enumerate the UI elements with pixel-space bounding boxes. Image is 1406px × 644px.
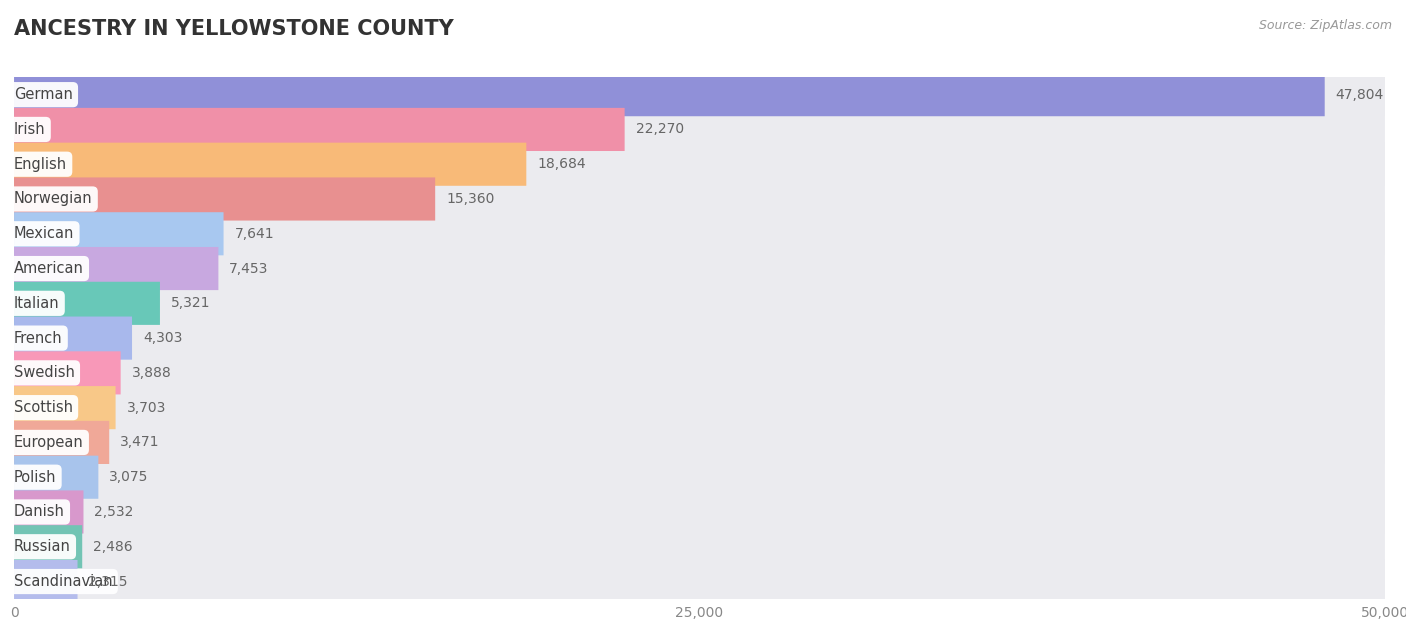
- Text: Mexican: Mexican: [14, 226, 75, 242]
- Text: 7,641: 7,641: [235, 227, 274, 241]
- Text: Scottish: Scottish: [14, 400, 73, 415]
- FancyBboxPatch shape: [14, 251, 1385, 286]
- Text: Irish: Irish: [14, 122, 46, 137]
- Text: German: German: [14, 87, 73, 102]
- FancyBboxPatch shape: [14, 247, 218, 290]
- FancyBboxPatch shape: [14, 495, 1385, 529]
- FancyBboxPatch shape: [14, 282, 160, 325]
- FancyBboxPatch shape: [14, 390, 1385, 425]
- FancyBboxPatch shape: [14, 491, 83, 533]
- Text: Danish: Danish: [14, 504, 65, 520]
- FancyBboxPatch shape: [14, 456, 1385, 498]
- FancyBboxPatch shape: [14, 77, 1385, 112]
- Text: Source: ZipAtlas.com: Source: ZipAtlas.com: [1258, 19, 1392, 32]
- Text: 3,471: 3,471: [120, 435, 160, 450]
- Text: American: American: [14, 261, 84, 276]
- Text: 7,453: 7,453: [229, 261, 269, 276]
- FancyBboxPatch shape: [14, 560, 1385, 603]
- FancyBboxPatch shape: [14, 321, 1385, 355]
- FancyBboxPatch shape: [14, 352, 1385, 394]
- Text: Russian: Russian: [14, 539, 70, 554]
- Text: 2,315: 2,315: [89, 574, 128, 589]
- Text: Norwegian: Norwegian: [14, 191, 93, 207]
- Text: 22,270: 22,270: [636, 122, 683, 137]
- FancyBboxPatch shape: [14, 143, 526, 185]
- FancyBboxPatch shape: [14, 425, 1385, 460]
- FancyBboxPatch shape: [14, 108, 624, 151]
- FancyBboxPatch shape: [14, 73, 1385, 116]
- FancyBboxPatch shape: [14, 526, 1385, 568]
- FancyBboxPatch shape: [14, 213, 1385, 255]
- FancyBboxPatch shape: [14, 421, 110, 464]
- FancyBboxPatch shape: [14, 178, 1385, 220]
- Text: 15,360: 15,360: [446, 192, 495, 206]
- FancyBboxPatch shape: [14, 491, 1385, 533]
- Text: 2,486: 2,486: [93, 540, 132, 554]
- Text: 47,804: 47,804: [1336, 88, 1384, 102]
- FancyBboxPatch shape: [14, 529, 1385, 564]
- Text: Italian: Italian: [14, 296, 59, 311]
- Text: 2,532: 2,532: [94, 505, 134, 519]
- Text: 3,075: 3,075: [110, 470, 149, 484]
- Text: European: European: [14, 435, 84, 450]
- FancyBboxPatch shape: [14, 147, 1385, 182]
- Text: Scandinavian: Scandinavian: [14, 574, 112, 589]
- FancyBboxPatch shape: [14, 564, 1385, 599]
- FancyBboxPatch shape: [14, 386, 115, 429]
- Text: French: French: [14, 330, 63, 346]
- FancyBboxPatch shape: [14, 355, 1385, 390]
- FancyBboxPatch shape: [14, 386, 1385, 429]
- FancyBboxPatch shape: [14, 560, 77, 603]
- FancyBboxPatch shape: [14, 213, 224, 255]
- Text: 18,684: 18,684: [537, 157, 586, 171]
- Text: Polish: Polish: [14, 469, 56, 485]
- Text: 3,888: 3,888: [132, 366, 172, 380]
- FancyBboxPatch shape: [14, 143, 1385, 185]
- FancyBboxPatch shape: [14, 73, 1324, 116]
- Text: 4,303: 4,303: [143, 331, 183, 345]
- Text: Swedish: Swedish: [14, 365, 75, 381]
- FancyBboxPatch shape: [14, 352, 121, 394]
- FancyBboxPatch shape: [14, 317, 132, 359]
- FancyBboxPatch shape: [14, 112, 1385, 147]
- FancyBboxPatch shape: [14, 526, 82, 568]
- Text: 3,703: 3,703: [127, 401, 166, 415]
- FancyBboxPatch shape: [14, 178, 436, 220]
- Text: ANCESTRY IN YELLOWSTONE COUNTY: ANCESTRY IN YELLOWSTONE COUNTY: [14, 19, 454, 39]
- FancyBboxPatch shape: [14, 460, 1385, 495]
- FancyBboxPatch shape: [14, 282, 1385, 325]
- FancyBboxPatch shape: [14, 247, 1385, 290]
- FancyBboxPatch shape: [14, 216, 1385, 251]
- FancyBboxPatch shape: [14, 182, 1385, 216]
- FancyBboxPatch shape: [14, 286, 1385, 321]
- Text: English: English: [14, 156, 67, 172]
- Text: 5,321: 5,321: [172, 296, 211, 310]
- FancyBboxPatch shape: [14, 421, 1385, 464]
- FancyBboxPatch shape: [14, 456, 98, 498]
- FancyBboxPatch shape: [14, 108, 1385, 151]
- FancyBboxPatch shape: [14, 317, 1385, 359]
